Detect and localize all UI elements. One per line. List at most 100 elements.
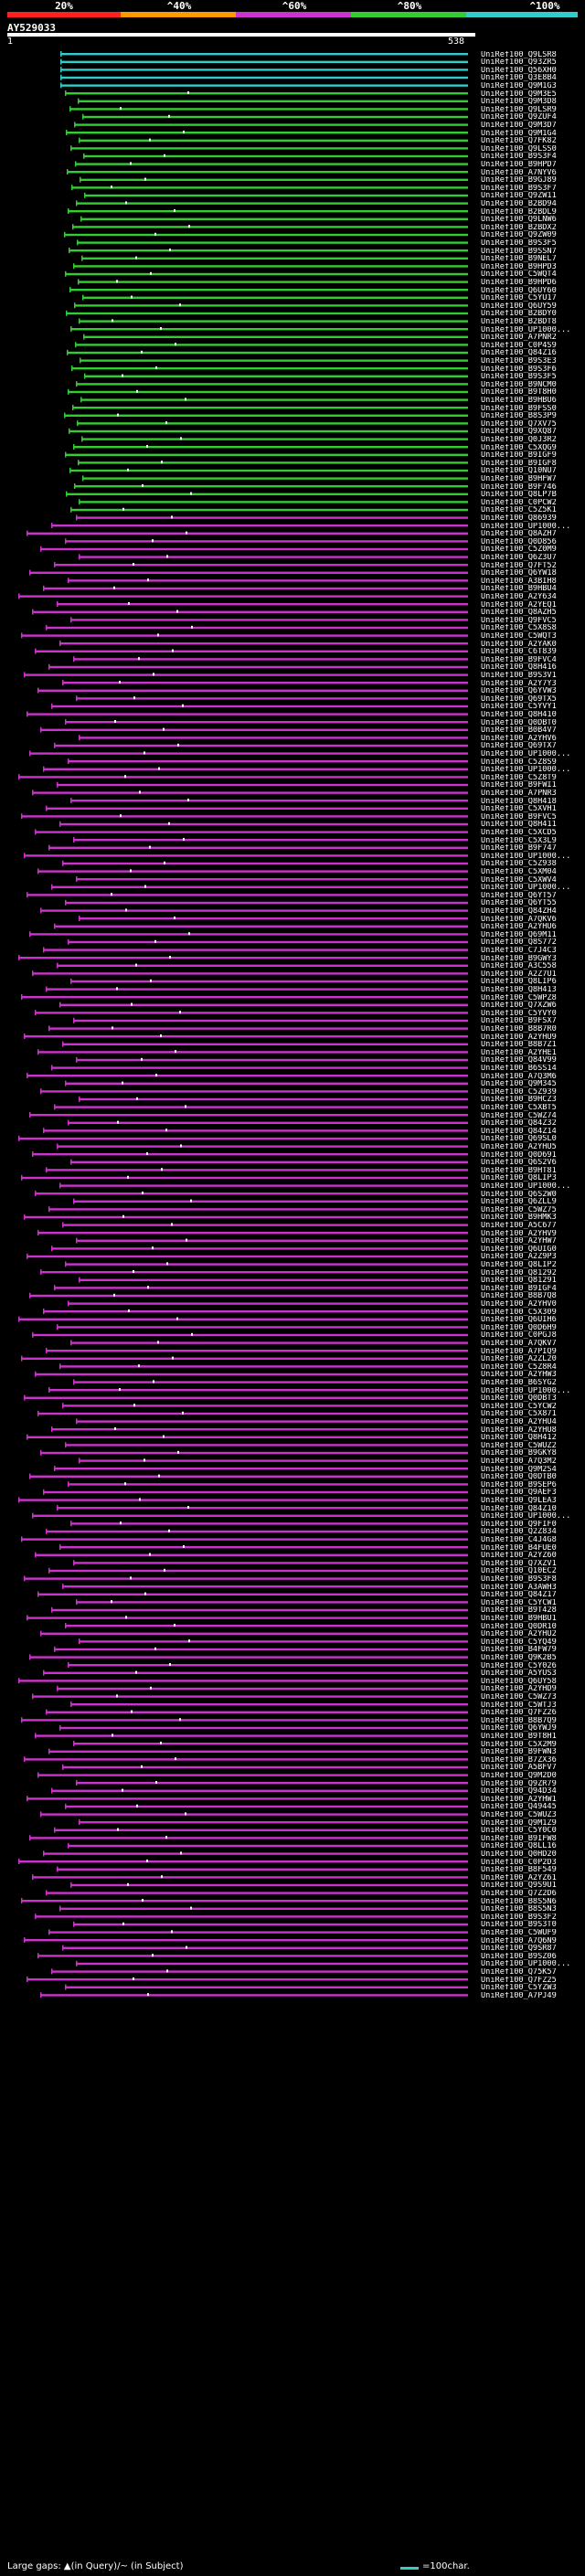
hit-label[interactable]: UniRef100_Q9M2D0 [481,1771,557,1780]
hit-label[interactable]: UniRef100_B9HBU6 [481,396,557,405]
hit-label[interactable]: UniRef100_UP1000... [481,749,571,758]
hit-label[interactable]: UniRef100_A7PNR2 [481,334,557,342]
hit-label[interactable]: UniRef100_B9IGF9 [481,451,557,460]
hit-label[interactable]: UniRef100_Q9LSR8 [481,50,557,59]
hit-label[interactable]: UniRef100_UP1000... [481,766,571,774]
hit-label[interactable]: UniRef100_Q8AZH7 [481,530,557,538]
hit-label[interactable]: UniRef100_Q8H418 [481,797,557,806]
hit-label[interactable]: UniRef100_Q9M1G4 [481,129,557,138]
hit-label[interactable]: UniRef100_UP1000... [481,522,571,531]
hit-label[interactable]: UniRef100_C5WZ73 [481,1692,557,1701]
hit-label[interactable]: UniRef100_Q9LSS0 [481,144,557,154]
hit-label[interactable]: UniRef100_B8B7R0 [481,1024,557,1034]
hit-label[interactable]: UniRef100_Q7FT52 [481,561,557,570]
hit-label[interactable]: UniRef100_B9HMK3 [481,1214,557,1222]
hit-label[interactable]: UniRef100_Q8H410 [481,710,557,719]
hit-label[interactable]: UniRef100_A2YHU4 [481,1417,557,1426]
hit-label[interactable]: UniRef100_Q9XQ87 [481,428,557,436]
hit-label[interactable]: UniRef100_C5YVY0 [481,1009,557,1018]
hit-label[interactable]: UniRef100_C5WZ74 [481,1111,557,1120]
hit-label[interactable]: UniRef100_C5XVH1 [481,805,557,813]
hit-label[interactable]: UniRef100_B9FWI1 [481,781,557,790]
hit-label[interactable]: UniRef100_Q84Z10 [481,1504,557,1513]
hit-label[interactable]: UniRef100_B9S3F6 [481,365,557,374]
hit-label[interactable]: UniRef100_Q84ZH4 [481,906,557,916]
hit-label[interactable]: UniRef100_Q7XZV1 [481,1559,557,1568]
hit-label[interactable]: UniRef100_C5X2M9 [481,1740,557,1749]
hit-label[interactable]: UniRef100_B6SS14 [481,1064,557,1073]
hit-label[interactable]: UniRef100_Q8LP7B [481,491,557,499]
hit-label[interactable]: UniRef100_Q0D691 [481,1150,557,1160]
hit-label[interactable]: UniRef100_C5Z5K1 [481,506,557,514]
hit-label[interactable]: UniRef100_B9T8H0 [481,388,557,397]
hit-label[interactable]: UniRef100_B2BD94 [481,199,557,208]
hit-label[interactable]: UniRef100_B6SYG2 [481,1378,557,1387]
hit-label[interactable]: UniRef100_B9IGF4 [481,1284,557,1293]
hit-label[interactable]: UniRef100_B7ZX36 [481,1755,557,1765]
hit-label[interactable]: UniRef100_C5Z939 [481,1087,557,1097]
hit-label[interactable]: UniRef100_Q75K57 [481,1967,557,1977]
hit-label[interactable]: UniRef100_Q84Z32 [481,1119,557,1128]
hit-label[interactable]: UniRef100_A2YHU5 [481,1142,557,1151]
hit-label[interactable]: UniRef100_B9NCM0 [481,380,557,389]
hit-label[interactable]: UniRef100_C0PCW2 [481,498,557,507]
hit-label[interactable]: UniRef100_B9S3F8 [481,1574,557,1584]
hit-label[interactable]: UniRef100_C5YQ49 [481,1638,557,1647]
hit-label[interactable]: UniRef100_B8B7Q9 [481,1716,557,1725]
hit-label[interactable]: UniRef100_A2YZ60 [481,1552,557,1560]
hit-label[interactable]: UniRef100_C5XM04 [481,867,557,876]
hit-label[interactable]: UniRef100_C5Y026 [481,1661,557,1670]
hit-label[interactable]: UniRef100_C5WUF9 [481,1928,557,1937]
hit-label[interactable]: UniRef100_A2YHU6 [481,923,557,931]
hit-label[interactable]: UniRef100_A2YAK0 [481,640,557,649]
hit-label[interactable]: UniRef100_A7PNR3 [481,789,557,798]
hit-label[interactable]: UniRef100_Q6YT55 [481,899,557,907]
hit-label[interactable]: UniRef100_Q69TX5 [481,694,557,704]
hit-label[interactable]: UniRef100_Q8H416 [481,663,557,672]
hit-label[interactable]: UniRef100_Q7XZW6 [481,1002,557,1010]
hit-label[interactable]: UniRef100_Q9M2S4 [481,1465,557,1474]
hit-label[interactable]: UniRef100_B9SSN7 [481,247,557,256]
hit-label[interactable]: UniRef100_A2Y634 [481,592,557,601]
hit-label[interactable]: UniRef100_Q6UIG0 [481,1245,557,1254]
hit-label[interactable]: UniRef100_C5Z8S9 [481,758,557,767]
hit-label[interactable]: UniRef100_Q9SR87 [481,1945,557,1953]
hit-label[interactable]: UniRef100_Q6UIH6 [481,1316,557,1324]
hit-label[interactable]: UniRef100_B0B4V7 [481,726,557,735]
hit-label[interactable]: UniRef100_A2YHU8 [481,1426,557,1435]
hit-label[interactable]: UniRef100_Q8AZH5 [481,609,557,617]
hit-label[interactable]: UniRef100_B9S3F2 [481,1913,557,1922]
hit-label[interactable]: UniRef100_C5XCD5 [481,828,557,837]
hit-label[interactable]: UniRef100_B9GWY3 [481,954,557,963]
hit-label[interactable]: UniRef100_B4FUE0 [481,1543,557,1553]
hit-label[interactable]: UniRef100_Q6S2W0 [481,1190,557,1199]
hit-label[interactable]: UniRef100_Q7XV75 [481,419,557,429]
hit-label[interactable]: UniRef100_Q9M1Z9 [481,1818,557,1828]
hit-label[interactable]: UniRef100_A2YHU2 [481,1630,557,1638]
hit-label[interactable]: UniRef100_UP1000... [481,325,571,334]
hit-label[interactable]: UniRef100_Q81291 [481,1277,557,1285]
hit-label[interactable]: UniRef100_C7J4C3 [481,946,557,955]
hit-label[interactable]: UniRef100_Q6UY59 [481,302,557,311]
hit-label[interactable]: UniRef100_Q9M345 [481,1080,557,1088]
hit-label[interactable]: UniRef100_C0PGJ8 [481,1331,557,1340]
hit-label[interactable]: UniRef100_B9HBU1 [481,1614,557,1623]
hit-label[interactable]: UniRef100_C5Z8R4 [481,1362,557,1372]
hit-label[interactable]: UniRef100_A7Q3M2 [481,1457,557,1466]
hit-label[interactable]: UniRef100_C5WUZ2 [481,1441,557,1450]
hit-label[interactable]: UniRef100_Q2Z834 [481,1528,557,1536]
hit-label[interactable]: UniRef100_A5BFV7 [481,1764,557,1772]
hit-label[interactable]: UniRef100_C5XQG9 [481,443,557,452]
hit-label[interactable]: UniRef100_B9HT81 [481,1166,557,1175]
hit-label[interactable]: UniRef100_A7PIQ9 [481,1347,557,1356]
hit-label[interactable]: UniRef100_Q84Z14 [481,1127,557,1136]
hit-label[interactable]: UniRef100_B2BDL9 [481,207,557,217]
hit-label[interactable]: UniRef100_C5WPZ8 [481,993,557,1002]
hit-label[interactable]: UniRef100_B9F746 [481,482,557,492]
hit-label[interactable]: UniRef100_B9S3T0 [481,1921,557,1929]
hit-label[interactable]: UniRef100_Q8LL16 [481,1842,557,1850]
hit-label[interactable]: UniRef100_A2YHU9 [481,1033,557,1042]
hit-label[interactable]: UniRef100_Q8LIP2 [481,1260,557,1269]
hit-label[interactable]: UniRef100_C5YVY1 [481,703,557,711]
hit-label[interactable]: UniRef100_Q8LIP6 [481,978,557,986]
